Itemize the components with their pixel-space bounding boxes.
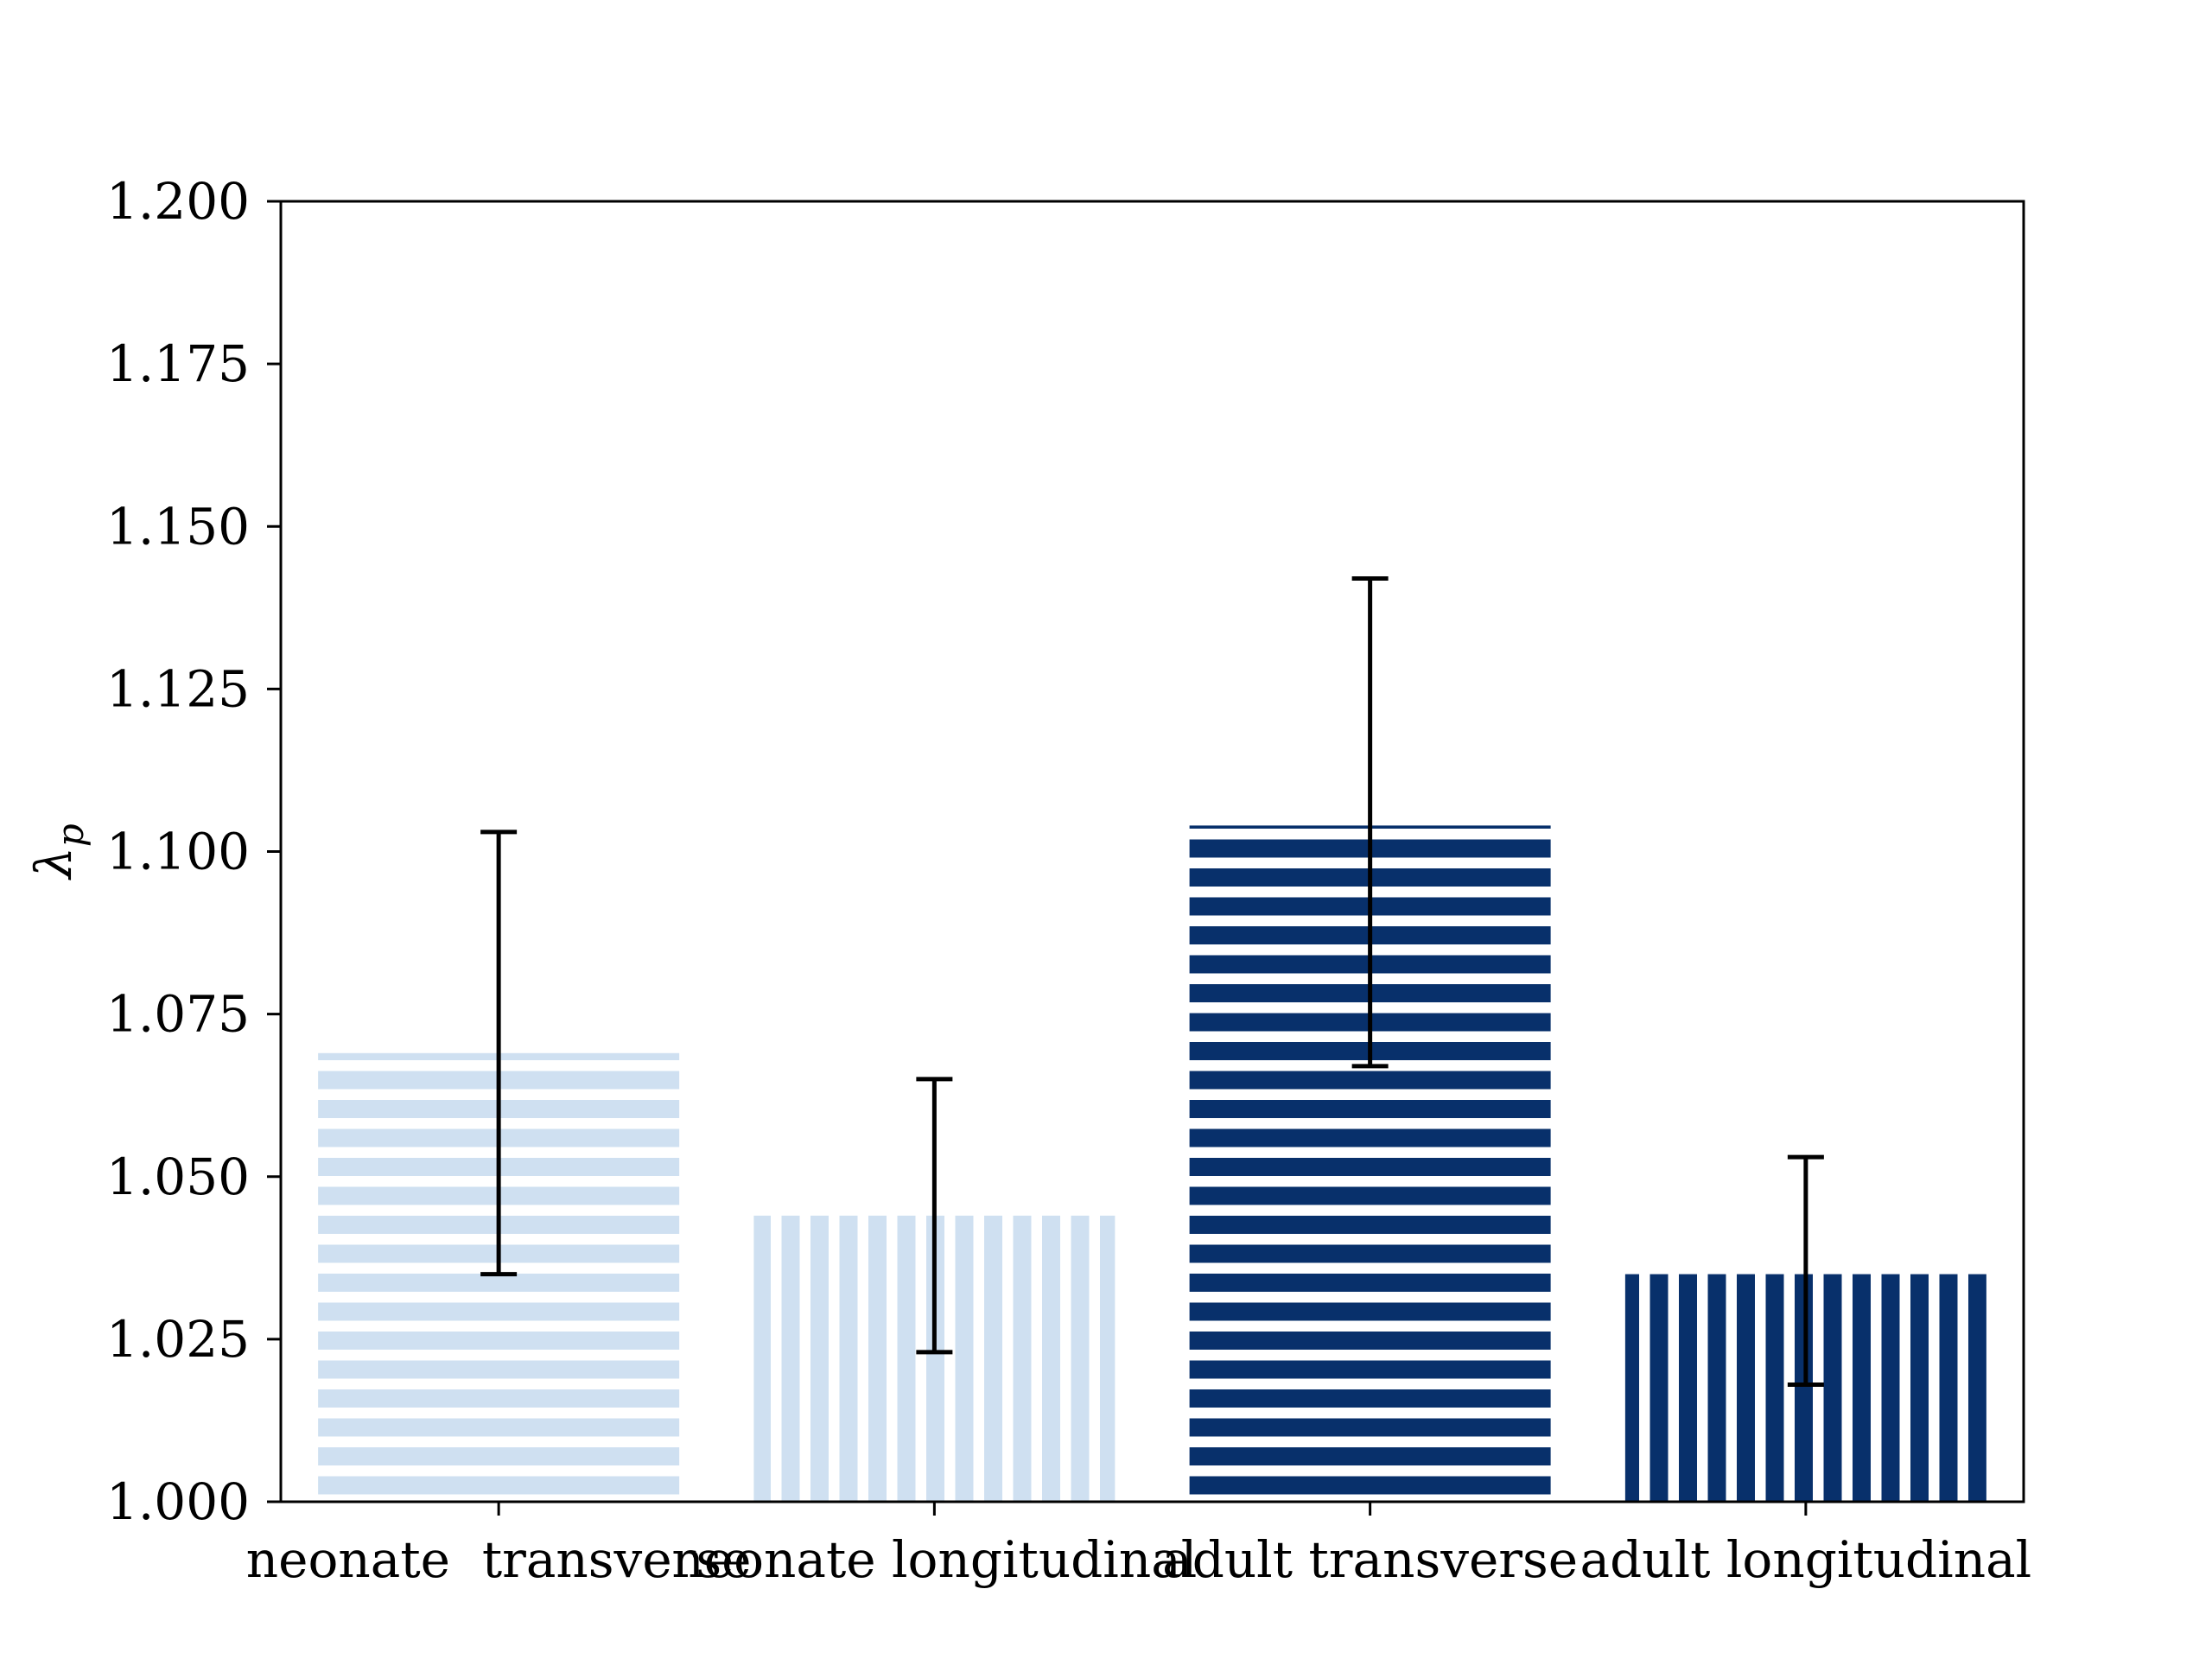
y-tick-label-3: 1.050 xyxy=(106,1147,250,1206)
y-axis-label: λp xyxy=(24,823,92,880)
error-bar-4 xyxy=(1787,1154,1824,1388)
y-axis-label-symbol: λ xyxy=(24,847,83,880)
y-tick-label-7: 1.150 xyxy=(106,497,250,556)
y-axis-label-subscript: p xyxy=(49,823,92,847)
error-bar-3 xyxy=(1351,575,1389,1069)
x-tick-label-2: neonate longitudinal xyxy=(671,1530,1197,1589)
y-tick-label-6: 1.125 xyxy=(106,659,250,718)
x-tick-label-1: neonate transverse xyxy=(246,1530,752,1589)
y-axis: 1.000 1.025 1.050 1.075 1.100 1.125 1.150 1.175… xyxy=(106,172,281,1531)
y-tick-label-9: 1.200 xyxy=(106,172,250,231)
x-tick-label-4: adult longitudinal xyxy=(1580,1530,2032,1589)
y-tick-label-1: 1.000 xyxy=(106,1472,250,1531)
y-tick-label-5: 1.100 xyxy=(106,823,250,881)
y-tick-label-8: 1.175 xyxy=(106,334,250,393)
error-bar-1 xyxy=(480,830,518,1277)
error-bar-2 xyxy=(916,1077,953,1355)
y-tick-label-4: 1.075 xyxy=(106,985,250,1044)
error-bars xyxy=(480,575,1824,1388)
x-tick-label-3: adult transverse xyxy=(1162,1530,1578,1589)
bars xyxy=(318,825,1986,1502)
y-tick-label-2: 1.025 xyxy=(106,1310,250,1369)
